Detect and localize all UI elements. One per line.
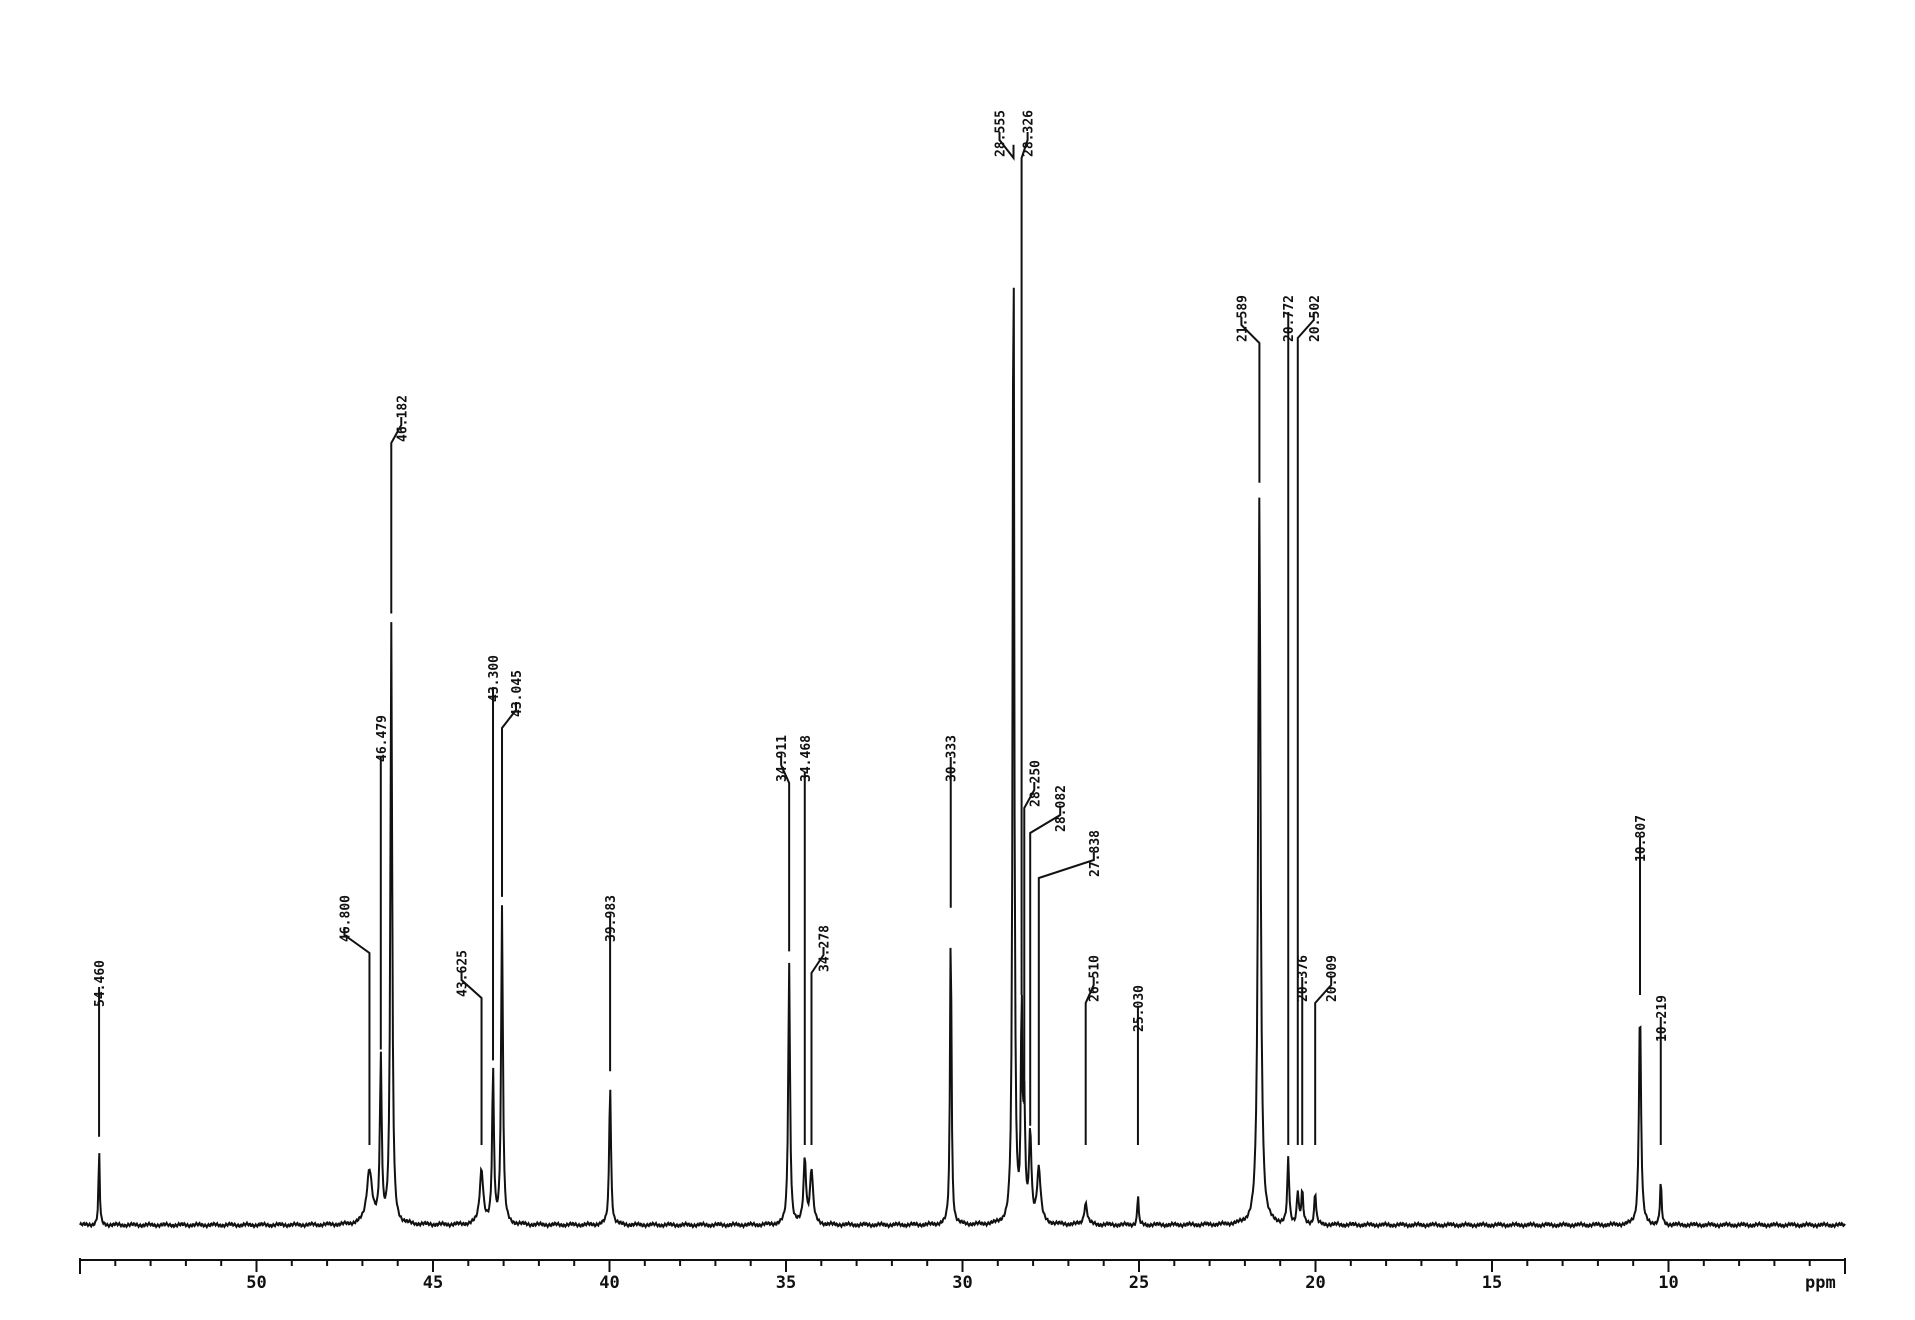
- x-axis-tick-labels: 50 45 40 35 30 25 20 15 10: [246, 1273, 1678, 1293]
- peak-label: 20.772: [1282, 295, 1297, 342]
- peak-label: 20.376: [1296, 955, 1311, 1002]
- peak-label: 25.030: [1132, 985, 1147, 1032]
- peak-label: 21.589: [1235, 295, 1250, 342]
- peak-labels: 54.460 46.800 46.479 46.182 43.625 43.300 43.0…: [93, 110, 1670, 1042]
- x-tick-label: 35: [776, 1273, 796, 1293]
- x-axis-ticks: [79, 1258, 1846, 1274]
- peak-label: 27.838: [1088, 830, 1103, 877]
- peak-label: 28.326: [1022, 110, 1037, 157]
- x-axis-unit-label: ppm: [1805, 1273, 1836, 1293]
- peak-label: 10.807: [1634, 815, 1649, 862]
- peak-marker-line: [1296, 312, 1315, 1145]
- x-tick-label: 30: [952, 1273, 972, 1293]
- peak-label: 30.333: [945, 735, 960, 782]
- peak-label: 34.911: [775, 735, 790, 782]
- peak-label: 46.479: [375, 715, 390, 762]
- peak-label: 43.625: [456, 950, 471, 997]
- x-tick-label: 15: [1482, 1273, 1502, 1293]
- peak-marker-line: [501, 702, 518, 897]
- x-tick-label: 25: [1129, 1273, 1149, 1293]
- peak-marker-line: [1029, 807, 1062, 1126]
- peak-label: 39.983: [604, 895, 619, 942]
- peak-marker-lines: [98, 132, 1662, 1145]
- peak-marker-line: [343, 927, 371, 1145]
- peak-marker-line: [460, 972, 483, 1145]
- x-tick-label: 20: [1305, 1273, 1325, 1293]
- peak-label: 34.278: [817, 925, 832, 972]
- peak-label: 46.800: [338, 895, 353, 942]
- peak-marker-line: [1314, 977, 1333, 1145]
- peak-marker-line: [998, 132, 1015, 161]
- peak-label: 54.460: [93, 960, 108, 1007]
- x-tick-label: 50: [246, 1273, 266, 1293]
- peak-label: 20.009: [1325, 955, 1340, 1002]
- peak-label: 34.468: [799, 735, 814, 782]
- x-tick-label: 10: [1658, 1273, 1678, 1293]
- x-tick-label: 45: [423, 1273, 443, 1293]
- peak-label: 28.555: [994, 110, 1009, 157]
- peak-marker-line: [1037, 852, 1095, 1145]
- peak-label: 28.082: [1054, 785, 1069, 832]
- peak-label: 20.502: [1308, 295, 1323, 342]
- peak-label: 26.510: [1088, 955, 1103, 1002]
- spectrum-trace: [79, 287, 1846, 1230]
- peak-marker-line: [1023, 782, 1036, 1104]
- peak-label: 43.045: [510, 670, 525, 717]
- x-tick-label: 40: [599, 1273, 619, 1293]
- peak-marker-line: [1240, 317, 1261, 483]
- peak-label: 10.219: [1655, 995, 1670, 1042]
- peak-label: 46.182: [395, 395, 410, 442]
- peak-marker-line: [1084, 977, 1095, 1145]
- peak-marker-line: [810, 947, 825, 1145]
- peak-marker-line: [780, 757, 791, 952]
- peak-marker-line: [1020, 132, 1029, 995]
- peak-marker-line: [390, 417, 403, 614]
- peak-label: 28.250: [1028, 760, 1043, 807]
- peak-label: 43.300: [487, 655, 502, 702]
